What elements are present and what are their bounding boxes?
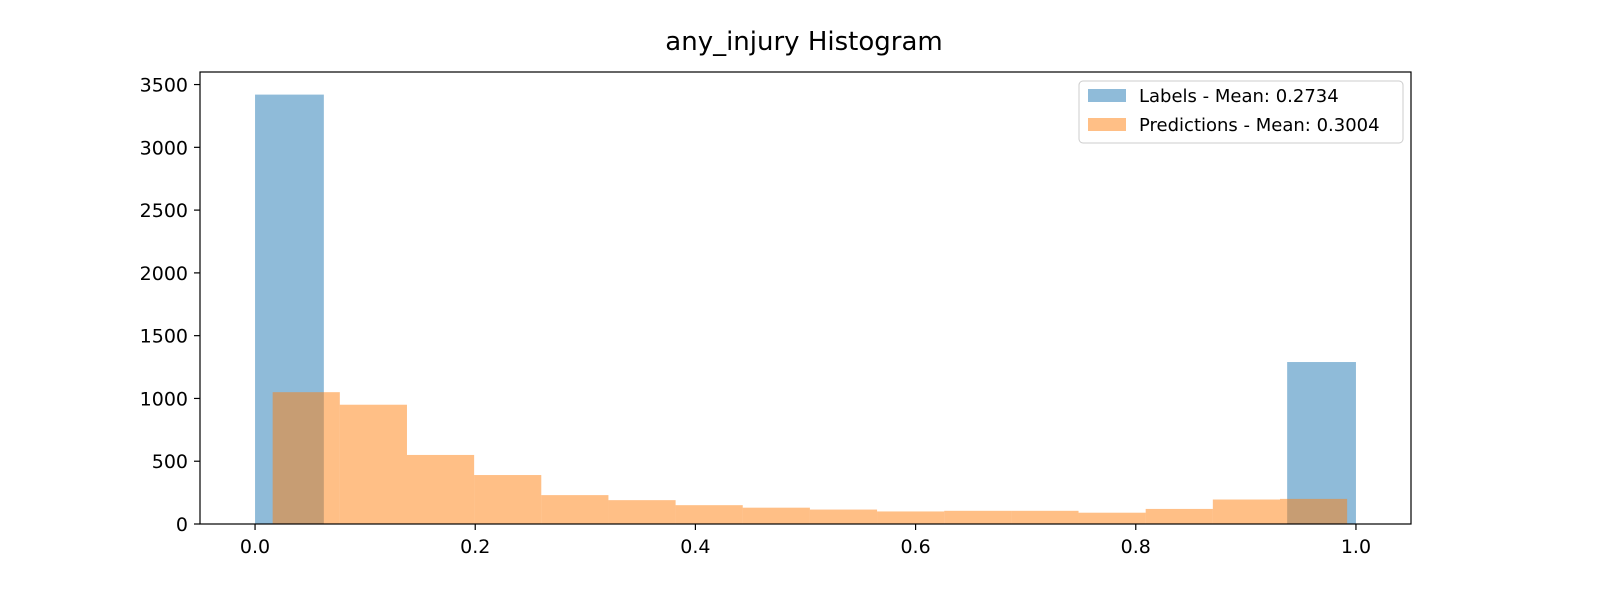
legend: Labels - Mean: 0.2734 Predictions - Mean… (1078, 80, 1404, 144)
histogram-bar-predictions (541, 495, 609, 524)
y-tick-label: 3000 (140, 137, 188, 159)
histogram-bar-predictions (608, 500, 676, 524)
histogram-bar-predictions (675, 505, 743, 524)
histogram-bar-predictions (944, 510, 1012, 524)
histogram-bar-predictions (1279, 498, 1348, 524)
y-tick-label: 0 (176, 514, 188, 536)
histogram-bar-predictions (272, 392, 340, 524)
y-tick-label: 2000 (140, 263, 188, 285)
legend-swatch-labels (1088, 89, 1126, 102)
histogram-bar-predictions (406, 454, 475, 524)
legend-label-labels: Labels - Mean: 0.2734 (1139, 86, 1339, 107)
histogram-bar-predictions (1011, 510, 1079, 524)
chart-title: any_injury Histogram (665, 27, 942, 57)
x-tick-label: 0.0 (240, 536, 270, 558)
histogram-bar-predictions (474, 475, 542, 524)
histogram-bar-predictions (1078, 512, 1146, 524)
x-tick-label: 0.6 (900, 536, 930, 558)
y-axis: 0 500 1000 1500 2000 2500 3000 3500 (140, 75, 200, 536)
histogram-bar-predictions (877, 511, 945, 524)
legend-box (1078, 80, 1404, 144)
x-axis: 0.0 0.2 0.4 0.6 0.8 1.0 (240, 524, 1371, 558)
y-tick-label: 3500 (140, 75, 188, 97)
x-tick-label: 0.8 (1121, 536, 1151, 558)
bars-layer (255, 94, 1356, 524)
axes-frame (199, 71, 1412, 525)
legend-swatch-predictions (1088, 118, 1126, 131)
y-tick-label: 1500 (140, 326, 188, 348)
histogram-bar-predictions (742, 507, 810, 524)
legend-label-predictions: Predictions - Mean: 0.3004 (1139, 115, 1380, 136)
y-tick-label: 2500 (140, 200, 188, 222)
histogram-bar-predictions (1145, 508, 1213, 524)
histogram-bar-predictions (809, 509, 878, 524)
histogram-bar-labels (1287, 362, 1356, 524)
y-tick-label: 1000 (140, 388, 188, 410)
x-tick-label: 0.4 (680, 536, 710, 558)
x-tick-label: 0.2 (460, 536, 490, 558)
y-tick-label: 500 (152, 451, 188, 473)
histogram-bar-predictions (1212, 499, 1280, 524)
histogram-bar-predictions (339, 404, 407, 524)
x-tick-label: 1.0 (1341, 536, 1371, 558)
